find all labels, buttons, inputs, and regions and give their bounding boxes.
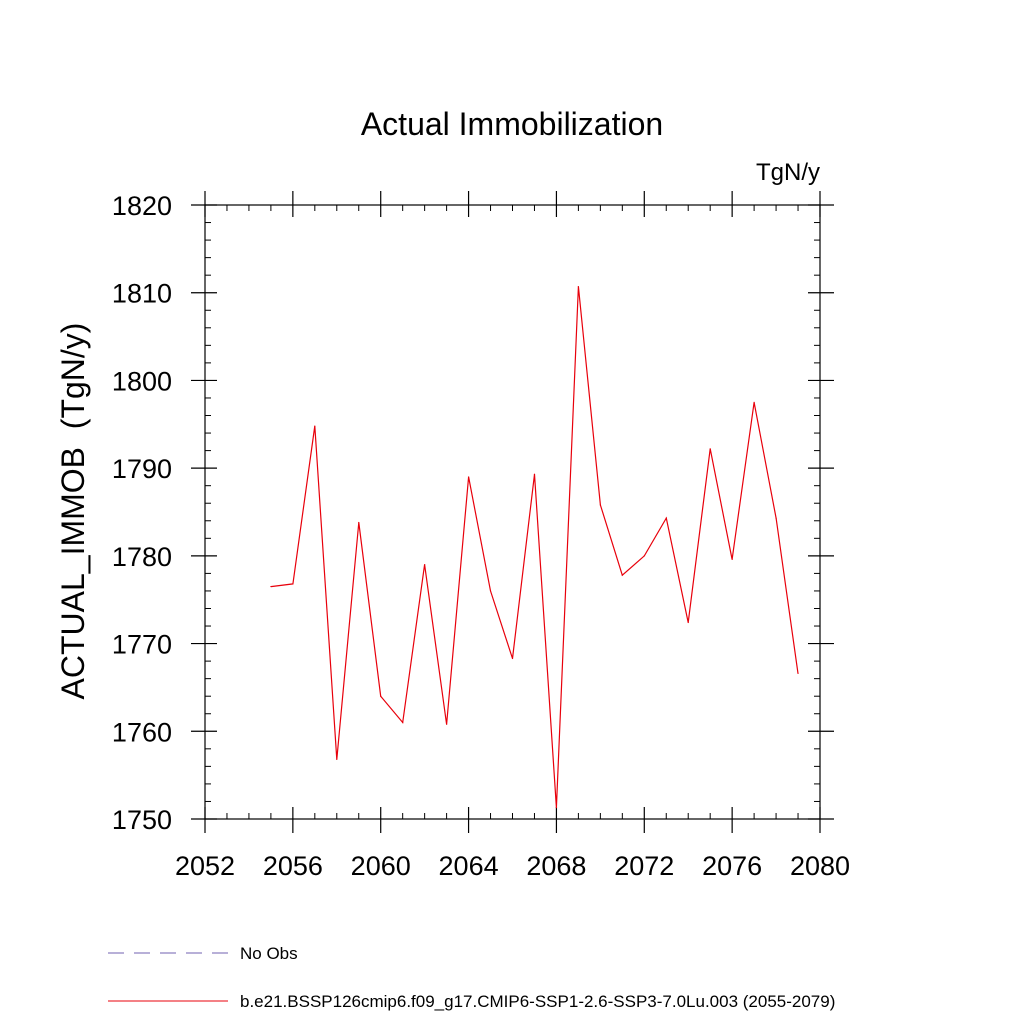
data-point [555,806,558,809]
y-axis-ticks: 1750 1760 1770 1780 1790 1800 1810 1820 [112,191,834,835]
legend: No Obs b.e21.BSSP126cmip6.f09_g17.CMIP6-S… [108,944,835,1011]
x-tick-label: 2052 [175,851,235,881]
y-tick-label: 1780 [112,542,172,572]
x-tick-label: 2060 [351,851,411,881]
data-point [687,621,689,624]
data-point [467,476,470,478]
data-point [489,590,492,592]
data-point [270,585,272,588]
x-tick-label: 2076 [702,851,762,881]
data-point [643,555,645,557]
data-point [599,504,601,506]
data-point [577,285,579,288]
data-point [402,721,404,724]
plot-frame [204,204,821,820]
x-axis-ticks: 2052 2056 2060 2064 2068 2072 2076 2080 [175,191,850,881]
y-tick-label: 1790 [112,454,172,484]
y-axis-label: ACTUAL_IMMOB (TgN/y) [55,323,91,700]
y-tick-label: 1820 [112,191,172,221]
chart-title: Actual Immobilization [361,106,663,142]
data-point [424,564,426,566]
x-tick-label: 2068 [526,851,586,881]
data-point [621,574,623,576]
data-point [358,521,360,524]
data-point [775,517,777,519]
data-point [314,425,316,427]
y-tick-label: 1750 [112,805,172,835]
series-layer [270,285,799,809]
data-point [292,583,294,585]
data-point [797,672,799,674]
units-label: TgN/y [756,159,820,186]
x-tick-label: 2080 [790,851,850,881]
data-point [753,401,755,403]
data-point [380,695,382,697]
x-tick-label: 2056 [263,851,323,881]
y-tick-label: 1770 [112,630,172,660]
y-tick-label: 1810 [112,279,172,309]
series-line [270,286,799,808]
data-point [731,558,733,560]
data-point [533,473,536,475]
legend-label: No Obs [240,944,298,963]
data-point [665,517,667,519]
data-point [446,723,448,725]
data-point [511,657,514,660]
legend-label: b.e21.BSSP126cmip6.f09_g17.CMIP6-SSP1-2.… [240,992,835,1011]
x-tick-label: 2072 [614,851,674,881]
data-point [709,448,711,450]
y-tick-label: 1800 [112,366,172,396]
data-point [336,758,338,760]
x-tick-label: 2064 [439,851,499,881]
y-tick-label: 1760 [112,717,172,747]
